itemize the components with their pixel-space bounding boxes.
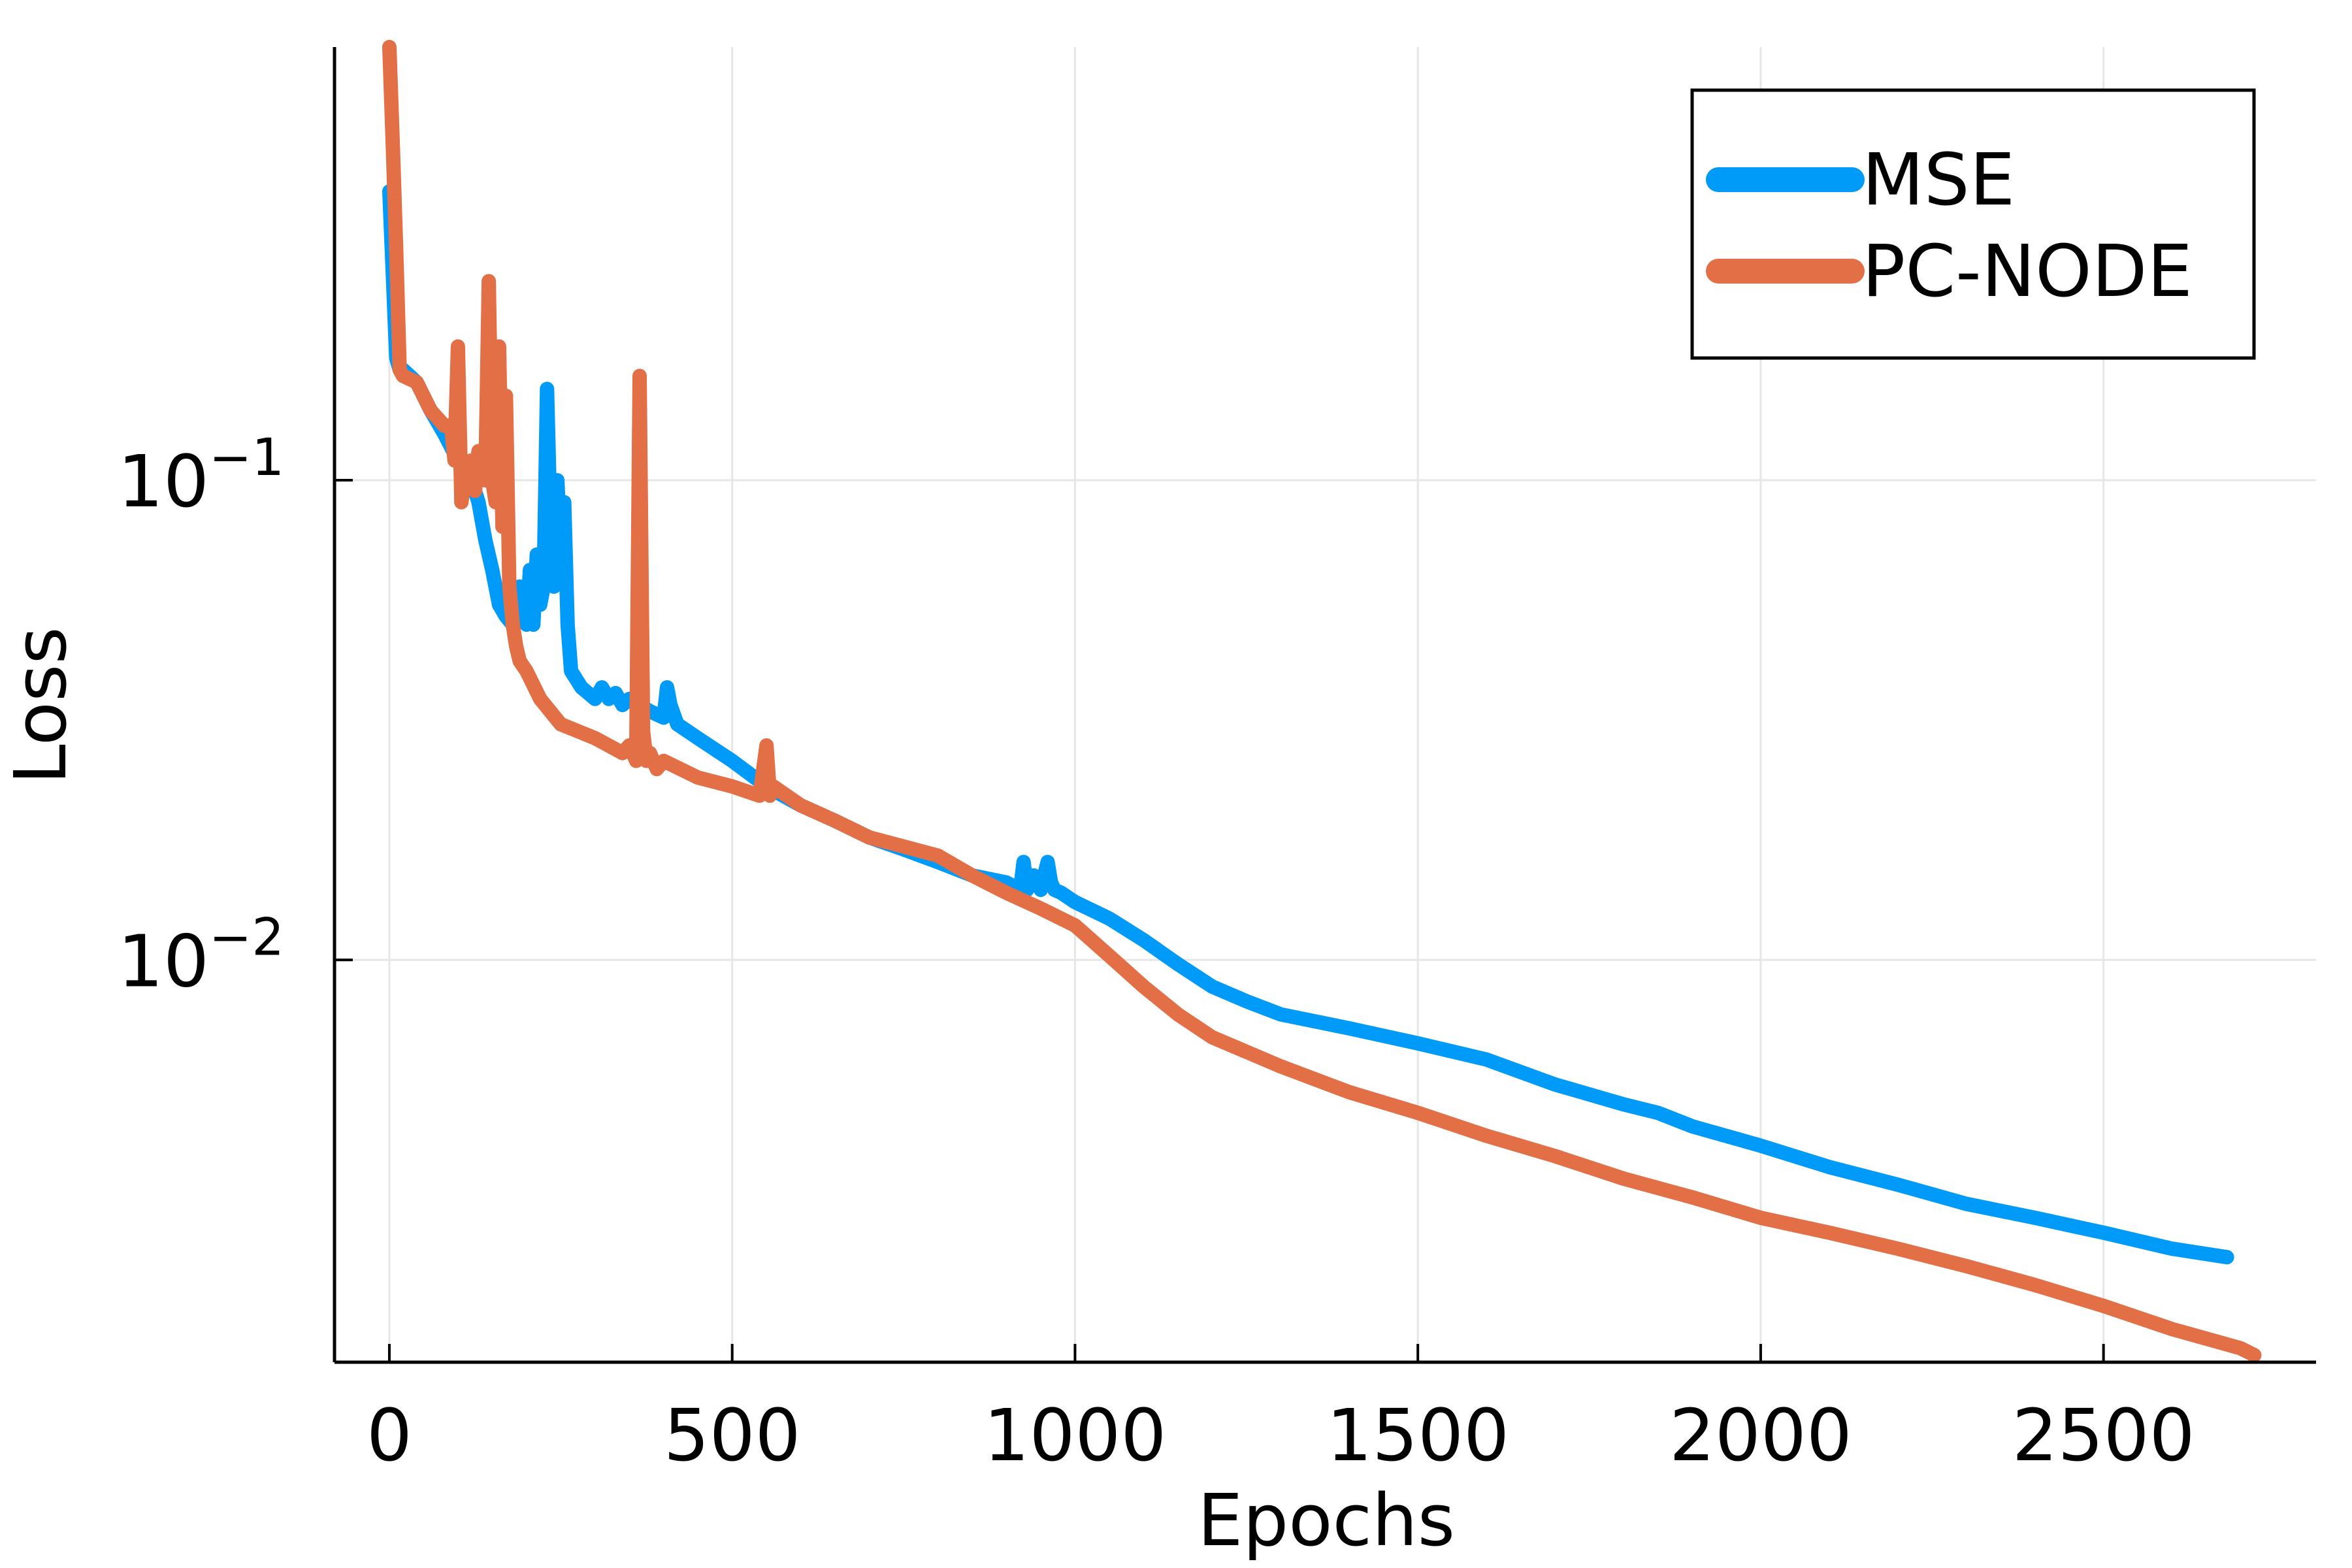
series-line-pc-node xyxy=(382,40,2262,1363)
legend-box xyxy=(1690,88,2256,360)
legend-label-pc-node: PC-NODE xyxy=(1862,229,2193,313)
y-tick-base: 10 xyxy=(118,919,209,1003)
x-tick-label: 1000 xyxy=(983,1394,1166,1477)
legend: MSE PC-NODE xyxy=(1690,88,2256,360)
y-tick-label: 10−1 xyxy=(118,429,284,523)
x-tick-label: 2500 xyxy=(2012,1394,2195,1477)
y-tick-exponent: −1 xyxy=(209,429,284,487)
axes xyxy=(333,47,2316,1364)
x-tick-label: 1500 xyxy=(1326,1394,1509,1477)
y-tick-base: 10 xyxy=(118,440,209,523)
y-tick-label: 10−2 xyxy=(118,908,284,1003)
x-tick-label: 0 xyxy=(367,1394,412,1477)
legend-label-mse: MSE xyxy=(1862,138,2015,221)
x-tick-label: 500 xyxy=(664,1394,801,1477)
x-tick-label: 2000 xyxy=(1669,1394,1852,1477)
y-tick-exponent: −2 xyxy=(209,908,284,967)
x-axis-label: Epochs xyxy=(1198,1478,1455,1562)
y-axis-label: Loss xyxy=(0,627,82,784)
series-layer xyxy=(382,40,2262,1363)
